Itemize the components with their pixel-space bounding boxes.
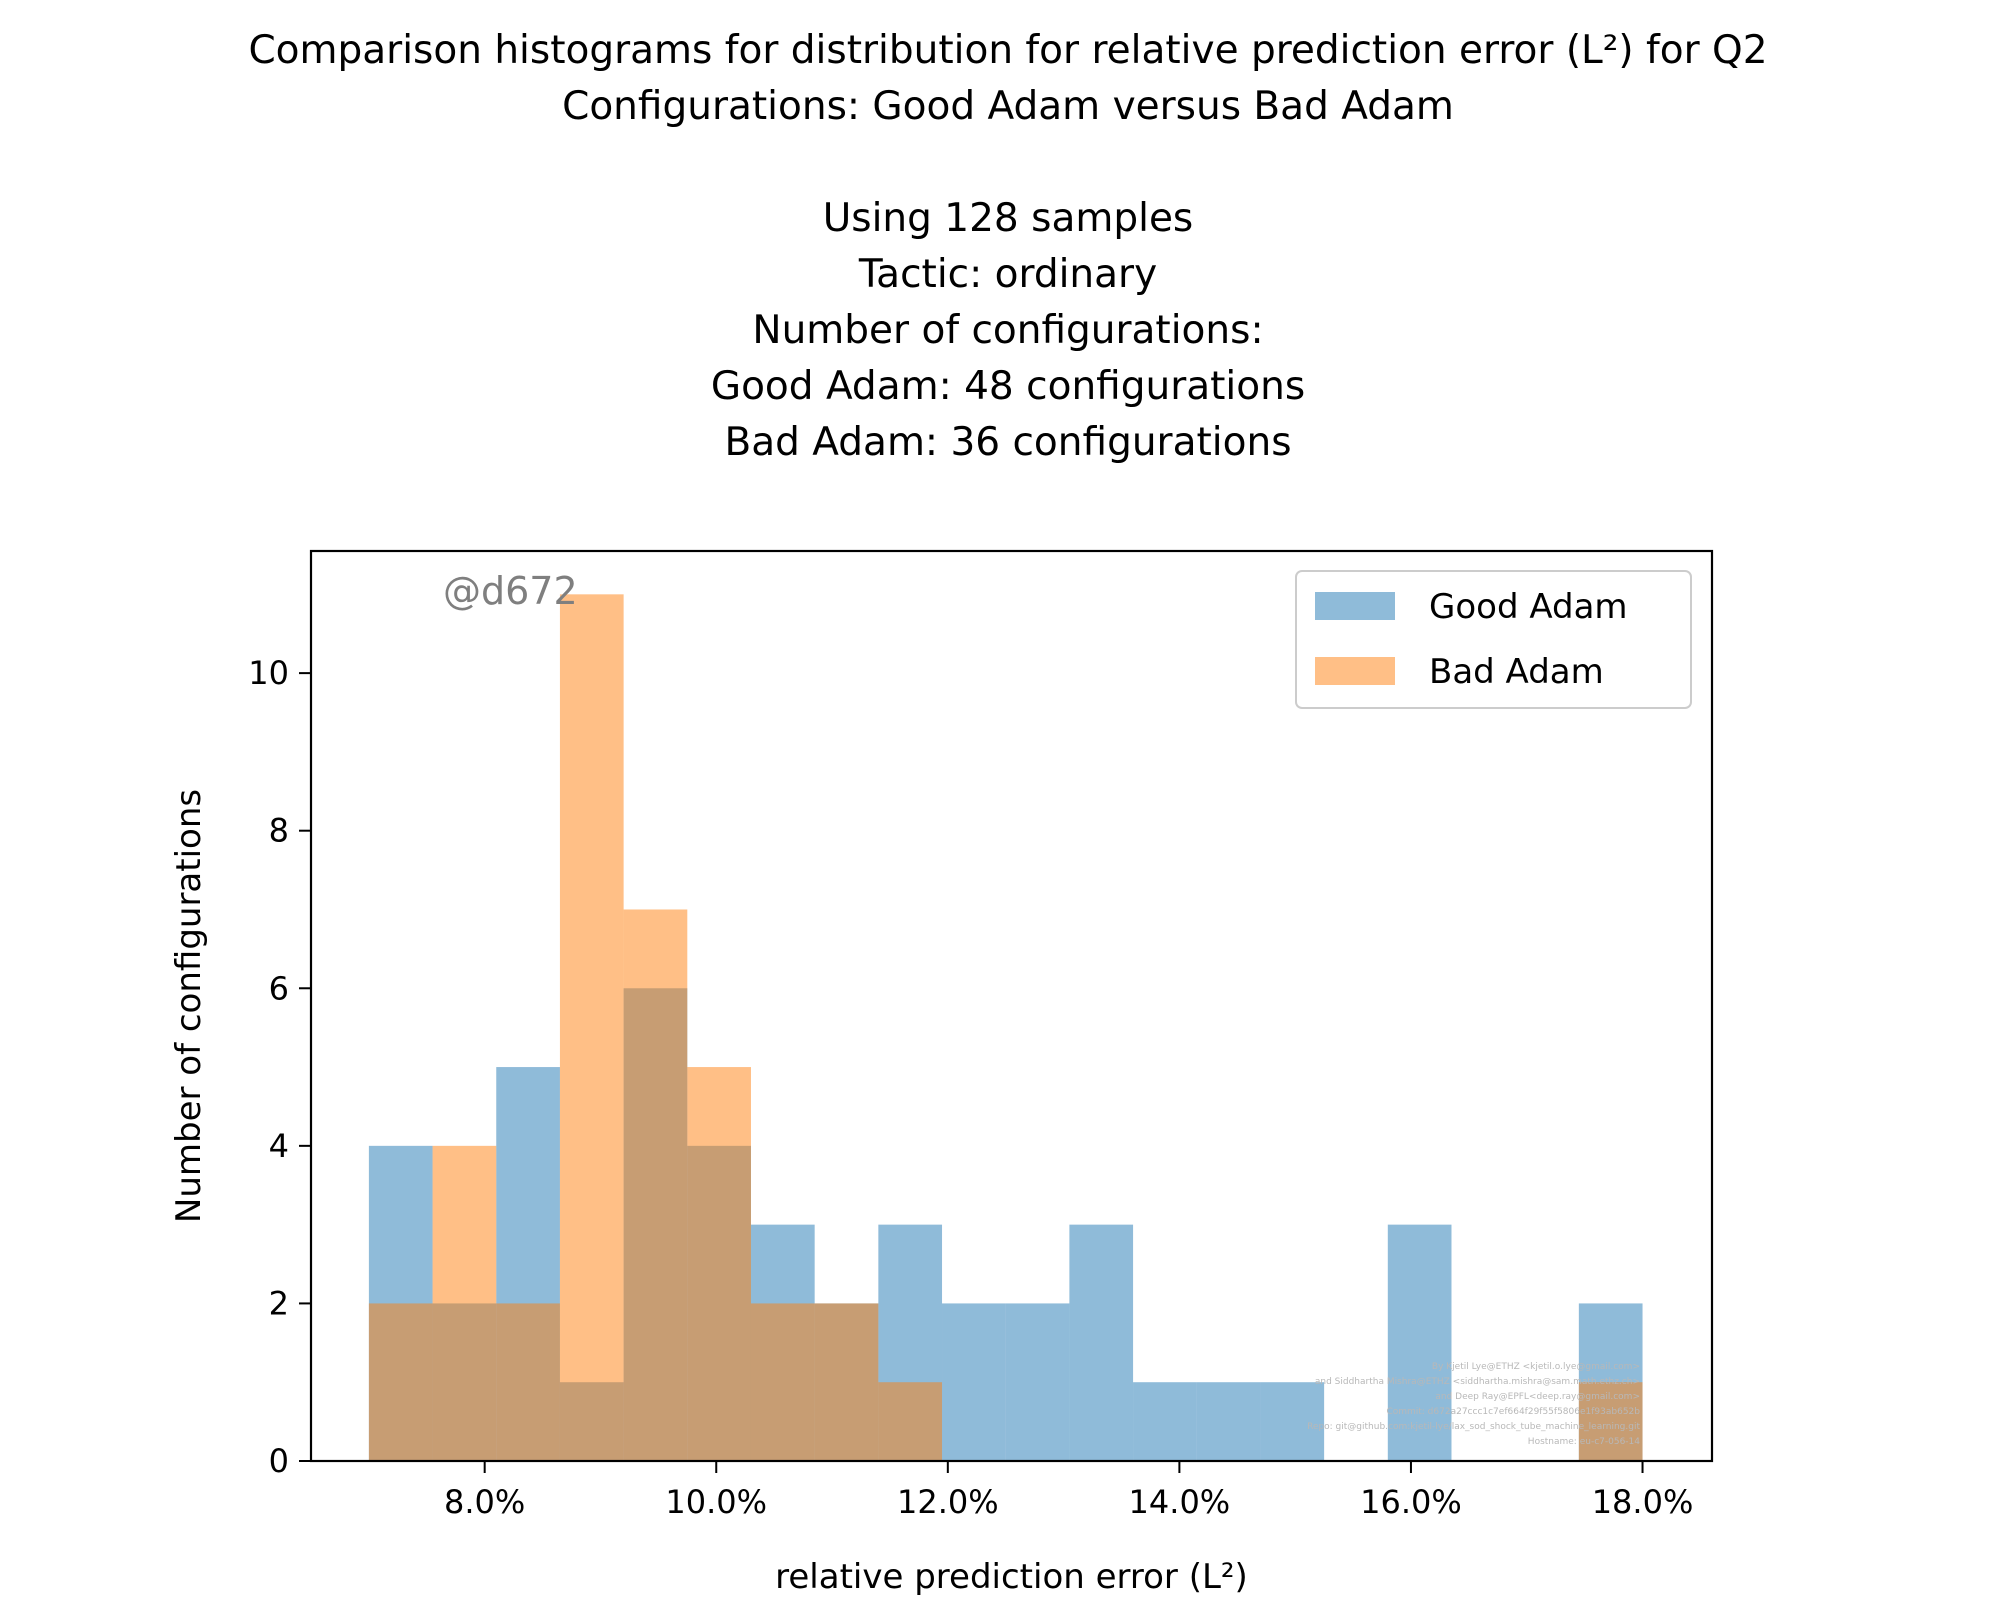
y-tick-label: 4 <box>269 1127 289 1165</box>
bad-adam-bar <box>1578 1382 1643 1461</box>
x-tick-label: 8.0% <box>444 1483 525 1521</box>
x-axis-ticks: 8.0% 10.0% 12.0% 14.0% 16.0% 18.0% <box>444 1461 1693 1521</box>
y-tick-label: 10 <box>248 654 289 692</box>
bad-adam-bar <box>623 909 688 1461</box>
credit-annotation: By Kjetil Lye@ETHZ <kjetil.o.lye@gmail.c… <box>1307 1362 1640 1447</box>
y-tick-label: 6 <box>269 969 289 1007</box>
credit-line: By Kjetil Lye@ETHZ <kjetil.o.lye@gmail.c… <box>1432 1362 1640 1372</box>
good-adam-bar <box>1069 1224 1134 1461</box>
good-adam-bar <box>1133 1382 1197 1461</box>
legend-swatch-bad-adam <box>1315 657 1395 685</box>
x-tick-label: 14.0% <box>1129 1483 1231 1521</box>
credit-line: Commit: d672a27ccc1c7ef664f29f55f5806e1f… <box>1386 1407 1640 1417</box>
series-bad-adam-bars <box>368 594 1643 1461</box>
good-adam-bar <box>1260 1382 1325 1461</box>
good-adam-bar <box>1005 1303 1070 1461</box>
good-adam-bar <box>1196 1382 1261 1461</box>
y-tick-label: 2 <box>269 1284 289 1322</box>
bad-adam-bar <box>432 1145 497 1461</box>
bad-adam-bar <box>878 1382 943 1461</box>
chart-title-line: Comparison histograms for distribution f… <box>248 28 1767 73</box>
chart-title-line: Tactic: ordinary <box>858 252 1157 297</box>
legend-swatch-good-adam <box>1315 592 1395 620</box>
x-tick-label: 12.0% <box>897 1483 999 1521</box>
axes-frame <box>309 549 1714 1463</box>
y-tick-label: 8 <box>269 812 289 850</box>
chart-title-line: Good Adam: 48 configurations <box>711 364 1305 409</box>
chart-title-line: Number of configurations: <box>752 308 1263 353</box>
bad-adam-bar <box>559 594 624 1461</box>
credit-line: and Siddhartha Mishra@ETHZ <siddhartha.m… <box>1315 1377 1640 1387</box>
bad-adam-bar <box>368 1303 433 1461</box>
credit-line: and Deep Ray@EPFL<deep.ray@gmail.com> <box>1435 1392 1640 1402</box>
bad-adam-bar <box>814 1303 879 1461</box>
y-axis-label: Number of configurations <box>169 789 209 1223</box>
bad-adam-bar <box>496 1303 560 1461</box>
chart-legend: Good Adam Bad Adam <box>1295 570 1692 709</box>
bad-adam-bar <box>687 1067 751 1461</box>
credit-line: Hostname: eu-c7-056-14 <box>1528 1437 1640 1447</box>
good-adam-bar <box>1387 1224 1452 1461</box>
x-axis-label: relative prediction error (L²) <box>775 1557 1248 1597</box>
x-tick-label: 10.0% <box>665 1483 767 1521</box>
chart-title: Comparison histograms for distribution f… <box>248 28 1767 465</box>
chart-title-line: Bad Adam: 36 configurations <box>724 420 1291 465</box>
chart-title-line: Using 128 samples <box>823 196 1194 241</box>
watermark-label: @d672 <box>443 569 578 613</box>
y-tick-label: 0 <box>269 1442 289 1480</box>
chart-title-line: Configurations: Good Adam versus Bad Ada… <box>562 84 1454 129</box>
credit-line: Repo: git@github.com:kjetil-lye/lax_sod_… <box>1307 1422 1640 1432</box>
x-tick-label: 18.0% <box>1592 1483 1694 1521</box>
legend-label-bad-adam: Bad Adam <box>1429 652 1604 692</box>
legend-label-good-adam: Good Adam <box>1429 587 1628 627</box>
x-tick-label: 16.0% <box>1360 1483 1462 1521</box>
bad-adam-bar <box>750 1303 815 1461</box>
good-adam-bar <box>942 1303 1006 1461</box>
y-axis-ticks: 0 2 4 6 8 10 <box>248 654 311 1480</box>
